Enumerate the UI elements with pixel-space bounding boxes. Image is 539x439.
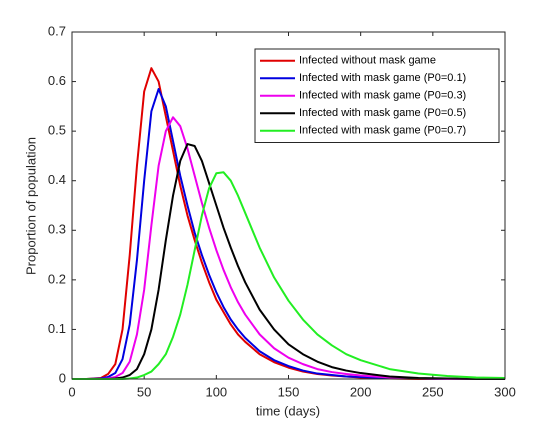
series-line (72, 88, 505, 380)
legend-box (254, 48, 500, 143)
x-tick-label: 100 (205, 384, 227, 399)
series-line (72, 143, 505, 380)
y-tick-label: 0.1 (48, 321, 66, 336)
series-line (72, 116, 505, 380)
y-tick-label: 0.4 (48, 172, 66, 187)
y-tick-label: 0 (59, 370, 66, 385)
legend-label: Infected with mask game (P0=0.7) (299, 125, 466, 137)
y-tick-label: 0.2 (48, 271, 66, 286)
legend-label: Infected with mask game (P0=0.1) (299, 72, 466, 84)
y-tick-label: 0.5 (48, 123, 66, 138)
x-tick-label: 300 (494, 384, 516, 399)
legend-label: Infected with mask game (P0=0.5) (299, 107, 466, 119)
x-tick-label: 0 (68, 384, 75, 399)
y-tick-label: 0.7 (48, 23, 66, 38)
y-tick-label: 0.6 (48, 73, 66, 88)
x-tick-label: 50 (137, 384, 151, 399)
legend-label: Infected with mask game (P0=0.3) (299, 90, 466, 102)
x-axis-label: time (days) (256, 403, 320, 418)
axes-box (71, 31, 506, 380)
y-tick-label: 0.3 (48, 222, 66, 237)
x-tick-label: 200 (350, 384, 372, 399)
legend: Infected without mask game Infected with … (254, 48, 500, 143)
x-tick-label: 250 (422, 384, 444, 399)
y-axis-label: Proportion of population (23, 137, 38, 275)
legend-label: Infected without mask game (299, 55, 436, 67)
x-tick-label: 150 (278, 384, 300, 399)
